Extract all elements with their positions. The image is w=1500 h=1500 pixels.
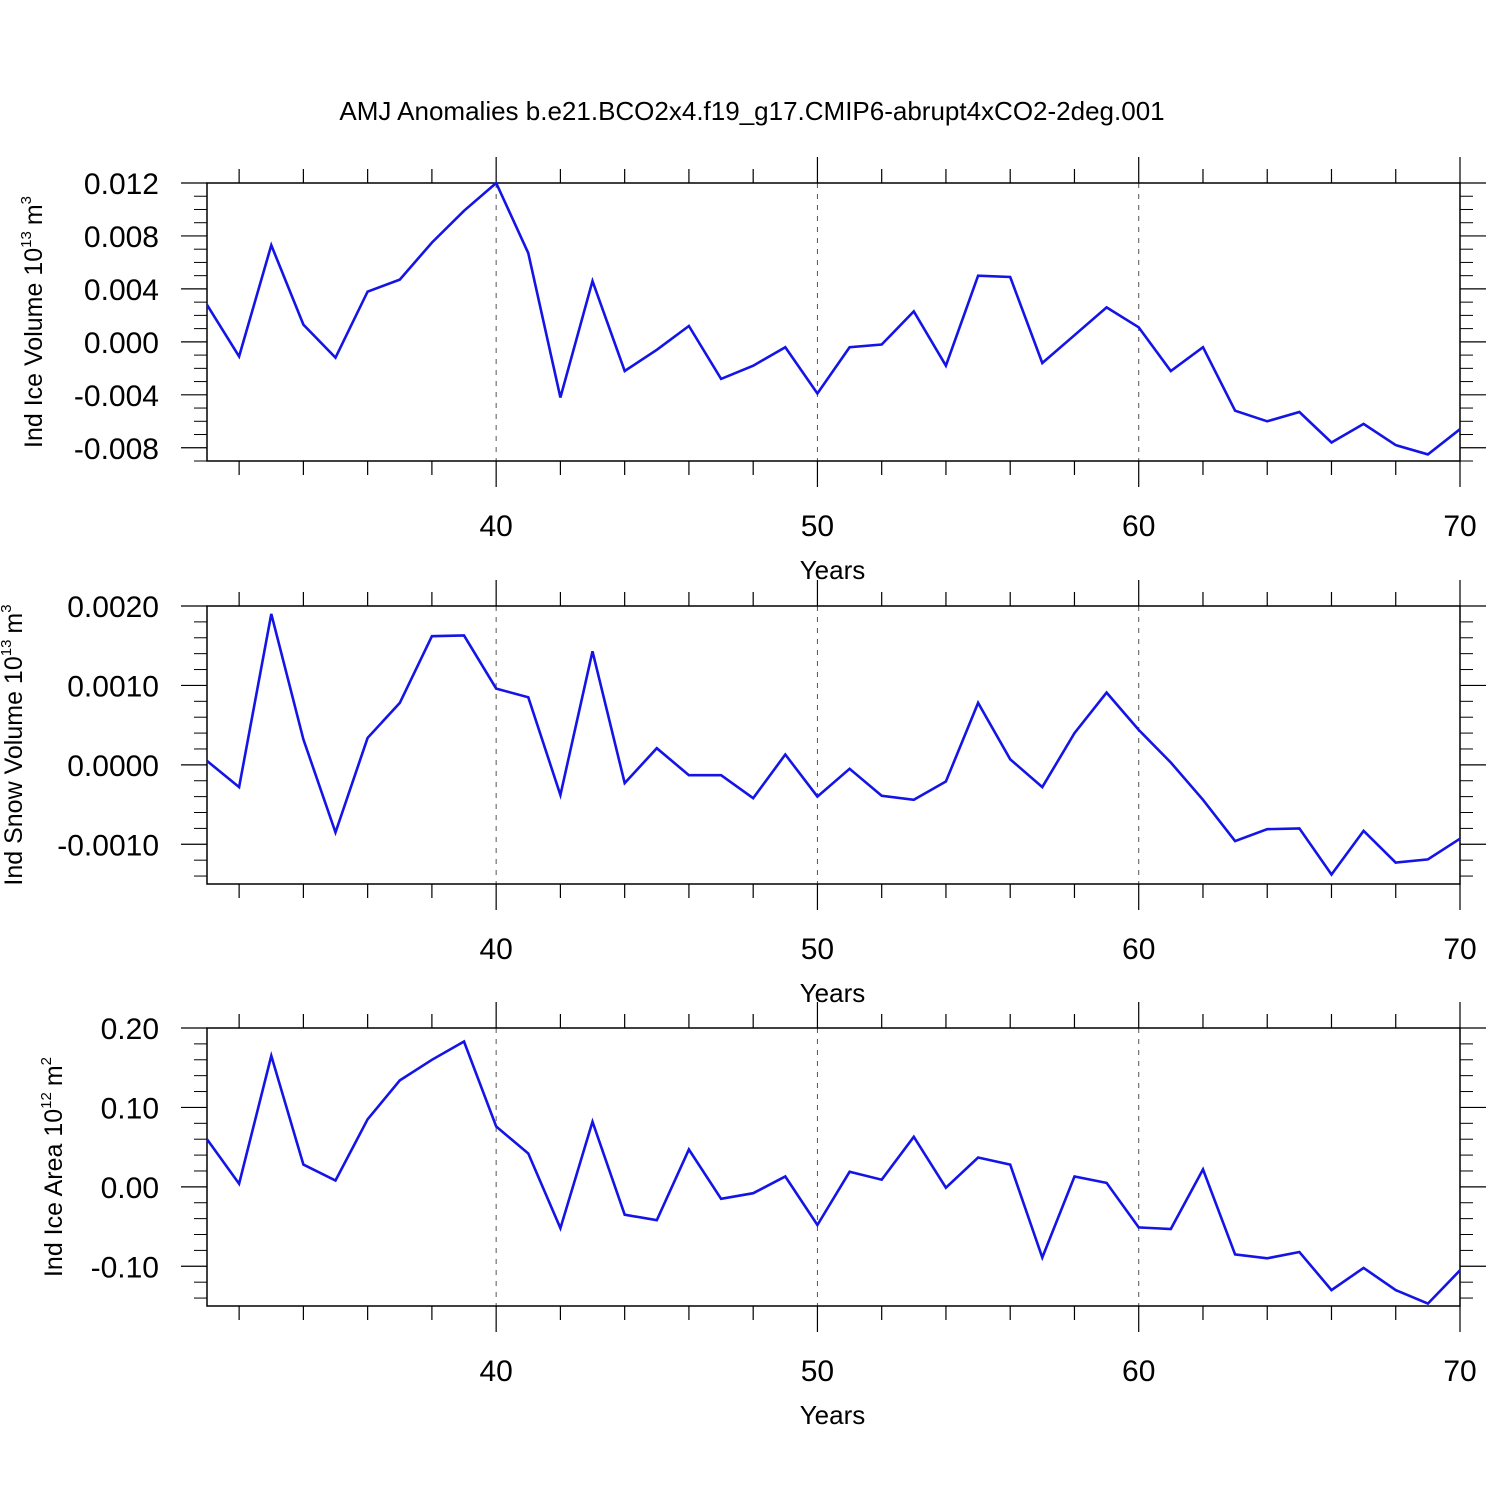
y-axis-label: Ind Snow Volume 1013 m3 <box>0 604 28 885</box>
panel-1: 40 50 60 70 Years -0.008 -0.004 0.000 0.004 0.008… <box>18 157 1486 585</box>
x-tick-label-40: 40 <box>479 933 512 966</box>
x-tick-label-60: 60 <box>1122 1355 1155 1388</box>
x-tick-label-50: 50 <box>801 933 834 966</box>
panels: 40 50 60 70 Years -0.008 -0.004 0.000 0.004 0.008… <box>0 157 1486 1430</box>
y-axis-label-unit-power: 3 <box>18 196 35 204</box>
y-axis-label-exponent: 13 <box>18 231 35 248</box>
y-axis-label-unit: m <box>0 613 28 634</box>
y-axis-label: Ind Ice Volume 1013 m3 <box>18 196 48 448</box>
x-tick-label-70: 70 <box>1443 933 1476 966</box>
y-axis-label-text: Ind Ice Volume 10 <box>20 248 48 448</box>
x-axis-label: Years <box>800 555 866 585</box>
y-axis-label: Ind Ice Area 1012 m2 <box>38 1057 68 1277</box>
y-tick-label: 0.0020 <box>67 591 159 624</box>
plot-frame <box>206 182 1461 462</box>
panel-3: 40 50 60 70 Years -0.10 0.00 0.10 0.20 Ind Ice Ar… <box>38 1002 1486 1430</box>
y-tick-label: 0.10 <box>101 1092 159 1125</box>
series-line <box>205 1039 1461 1306</box>
plot-frame <box>206 1027 1461 1307</box>
y-axis-label-text: Ind Ice Area 10 <box>40 1109 68 1277</box>
series-line <box>206 613 1461 877</box>
y-axis-label-unit-power: 3 <box>0 604 15 612</box>
x-axis-label: Years <box>800 978 866 1008</box>
y-axis-label-unit: m <box>20 204 48 225</box>
y-axis-label-unit: m <box>40 1065 68 1086</box>
y-axis-label-exponent: 13 <box>0 640 15 657</box>
y-tick-label: 0.000 <box>84 327 159 360</box>
x-tick-label-40: 40 <box>479 510 512 543</box>
y-tick-label: 0.0010 <box>67 670 159 703</box>
plot-frame <box>206 605 1461 885</box>
y-tick-label: 0.00 <box>101 1172 159 1205</box>
y-axis-label-text: Ind Snow Volume 10 <box>0 656 28 885</box>
y-tick-label: 0.012 <box>84 168 159 201</box>
y-tick-label: -0.10 <box>91 1251 159 1284</box>
x-tick-label-50: 50 <box>801 510 834 543</box>
panel-2: 40 50 60 70 Years -0.0010 0.0000 0.0010 0.0020 In… <box>0 580 1486 1008</box>
y-axis-label-unit-power: 2 <box>38 1057 55 1065</box>
x-tick-label-60: 60 <box>1122 933 1155 966</box>
y-tick-label: -0.0010 <box>57 829 159 862</box>
chart-title: AMJ Anomalies b.e21.BCO2x4.f19_g17.CMIP6… <box>339 96 1164 126</box>
x-tick-label-50: 50 <box>801 1355 834 1388</box>
x-tick-label-70: 70 <box>1443 510 1476 543</box>
x-tick-label-40: 40 <box>479 1355 512 1388</box>
x-tick-label-70: 70 <box>1443 1355 1476 1388</box>
y-tick-label: -0.004 <box>74 380 159 413</box>
series-line <box>205 180 1461 456</box>
y-tick-label: 0.0000 <box>67 750 159 783</box>
y-axis-label-exponent: 12 <box>38 1092 55 1109</box>
y-tick-label: 0.20 <box>101 1013 159 1046</box>
y-tick-label: 0.008 <box>84 221 159 254</box>
x-axis-label: Years <box>800 1400 866 1430</box>
x-tick-label-60: 60 <box>1122 510 1155 543</box>
y-tick-label: -0.008 <box>74 433 159 466</box>
y-tick-label: 0.004 <box>84 274 159 307</box>
